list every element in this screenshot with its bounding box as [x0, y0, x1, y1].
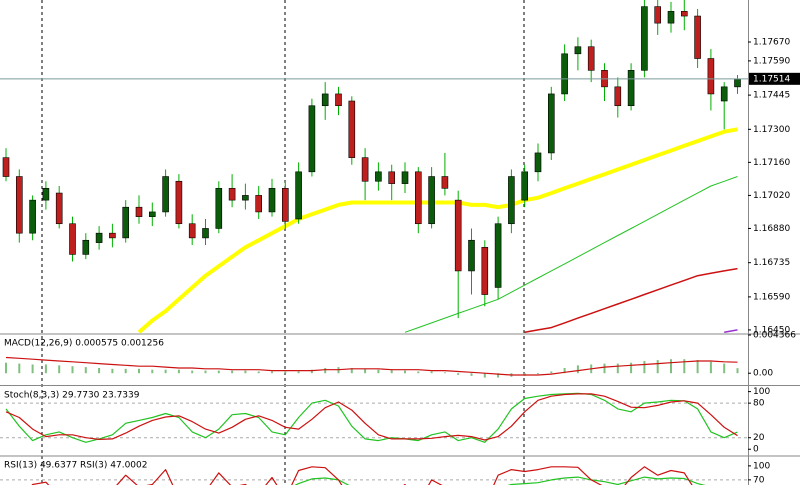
day-separators — [41, 0, 525, 485]
candle-body — [521, 171, 529, 201]
last-price-box — [749, 72, 800, 85]
candle-body — [388, 171, 396, 184]
candle-body — [694, 15, 701, 59]
candle-body — [375, 171, 382, 182]
y-tick-label: 1.16880 — [753, 224, 790, 234]
candle-body — [441, 176, 449, 189]
candle-body — [281, 188, 289, 222]
y-tick-label: 100 — [753, 387, 770, 397]
candle-body — [295, 171, 302, 220]
y-tick-label: 0.00 — [753, 369, 773, 379]
candle-body — [228, 188, 236, 201]
candle-body — [587, 46, 595, 71]
candle-body — [162, 176, 169, 213]
candle-body — [348, 100, 356, 158]
candle-body — [401, 171, 409, 184]
indicator-line — [165, 476, 706, 485]
candle-body — [242, 195, 249, 201]
indicator-title: Stoch(8,3,3) 29.7730 23.7339 — [4, 391, 140, 401]
candle-body — [574, 46, 582, 55]
y-tick-label: 1.17590 — [753, 56, 790, 66]
candle-body — [508, 176, 515, 225]
moving-average — [524, 267, 738, 333]
candle-body — [55, 192, 63, 225]
candle-body — [534, 152, 542, 173]
y-tick-label: 0 — [753, 445, 759, 455]
candle-body — [335, 93, 342, 107]
candle-body — [641, 6, 648, 71]
candle-body — [268, 188, 276, 213]
indicator-title: MACD(12,26,9) 0.000575 0.001256 — [4, 339, 164, 349]
candle-body — [308, 105, 316, 173]
y-tick-label: 1.16735 — [753, 258, 790, 268]
candle-body — [175, 180, 183, 225]
panel-plot — [0, 392, 748, 443]
candle-body — [29, 199, 36, 234]
candle-body — [561, 53, 568, 95]
candle-body — [2, 157, 10, 177]
y-tick-label: 20 — [753, 433, 765, 443]
candle-body — [707, 58, 715, 95]
candle-body — [428, 176, 435, 225]
candle-body — [95, 232, 103, 243]
y-tick-label: 1.17445 — [753, 91, 790, 101]
y-tick-label: 1.17670 — [753, 38, 790, 48]
candle-body — [202, 228, 209, 239]
candle-body — [69, 223, 76, 255]
y-tick-label: 1.17160 — [753, 158, 790, 168]
panel-plot — [2, 0, 741, 333]
candle-body — [15, 176, 23, 234]
candle-body — [122, 206, 129, 239]
moving-average — [404, 176, 738, 333]
indicator-line — [5, 392, 738, 443]
y-tick-label: 70 — [753, 475, 765, 485]
macd-signal — [5, 356, 738, 376]
moving-average — [137, 127, 738, 333]
candle-body — [135, 206, 143, 217]
y-tick-label: 1.16450 — [753, 325, 790, 335]
candle-body — [255, 195, 262, 213]
last-price-label: 1.17514 — [753, 74, 790, 84]
panel-plot — [0, 466, 748, 485]
candle-body — [547, 93, 555, 154]
candle-body — [481, 247, 489, 295]
candle-body — [494, 223, 502, 288]
indicator-line — [5, 393, 738, 441]
candle-body — [109, 232, 116, 239]
candle-body — [468, 239, 475, 272]
y-tick-label: 1.17020 — [753, 191, 790, 201]
candle-body — [734, 78, 741, 88]
candle-body — [82, 239, 90, 255]
candle-body — [361, 157, 369, 182]
candle-body — [720, 86, 728, 102]
candle-body — [654, 6, 662, 24]
y-tick-label: 1.17300 — [753, 125, 790, 135]
indicator-title: RSI(13) 49.6377 RSI(3) 47.0002 — [4, 461, 147, 471]
y-tick-label: 0.004366 — [753, 331, 796, 341]
indicator-line — [31, 466, 693, 485]
candle-body — [414, 171, 422, 225]
panel-plot — [5, 356, 739, 378]
candle-body — [454, 199, 462, 272]
y-tick-label: 100 — [753, 461, 770, 471]
candle-body — [614, 86, 622, 107]
candle-body — [188, 223, 196, 239]
candle-body — [627, 70, 635, 107]
y-tick-label: 80 — [753, 399, 765, 409]
candle-body — [149, 211, 156, 217]
moving-average — [724, 329, 738, 333]
candle-body — [321, 93, 329, 107]
candle-body — [42, 188, 50, 201]
y-tick-label: 1.16590 — [753, 292, 790, 302]
candle-body — [667, 11, 675, 24]
candle-body — [680, 11, 688, 17]
candle-body — [215, 188, 223, 229]
